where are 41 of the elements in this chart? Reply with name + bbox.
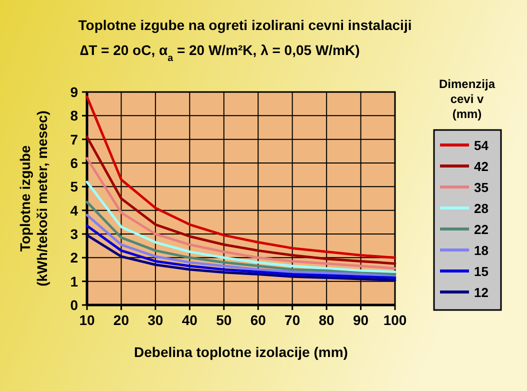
legend-label: 22 [474, 222, 488, 237]
chart-title: Toplotne izgube na ogreti izolirani cevni instalaciji [78, 17, 412, 33]
x-tick-label: 50 [216, 312, 232, 328]
x-tick-label: 100 [383, 312, 407, 328]
legend-label: 12 [474, 285, 488, 300]
x-tick-label: 80 [318, 312, 335, 328]
line-series [86, 95, 396, 259]
legend-label: 15 [474, 264, 488, 279]
y-tick-label: 8 [70, 108, 78, 124]
y-axis-title: Toplotne izgube (kWh/tekoči meter, mesec) [17, 110, 50, 286]
x-axis-title: Debelina toplotne izolacije (mm) [134, 344, 348, 360]
y-tick-label: 5 [70, 178, 78, 195]
x-tick-label: 40 [182, 312, 198, 328]
y-tick-label: 1 [70, 273, 78, 290]
legend-label: 54 [474, 138, 490, 153]
legend-label: 35 [474, 180, 488, 195]
x-tick-label: 60 [250, 312, 266, 328]
x-tick-label: 10 [79, 312, 95, 328]
y-tick-label: 9 [70, 84, 78, 100]
legend-label: 28 [474, 201, 488, 216]
x-tick-label: 30 [148, 312, 164, 328]
legend-label: 18 [474, 243, 488, 258]
y-tick-label: 2 [70, 250, 78, 266]
line-series [86, 136, 396, 265]
legend-label: 42 [474, 159, 488, 174]
y-tick-label: 3 [70, 226, 78, 242]
line-series [86, 180, 396, 274]
y-tick-label: 7 [70, 131, 78, 148]
y-tick-label: 4 [70, 202, 78, 218]
line-series [86, 214, 396, 278]
x-tick-label: 90 [352, 312, 369, 328]
line-series [86, 234, 396, 282]
line-series [86, 157, 396, 270]
legend-title: Dimenzija cevi v (mm) [438, 77, 496, 121]
x-tick-label: 20 [113, 312, 130, 328]
line-series [86, 224, 396, 280]
y-tick-label: 6 [70, 155, 78, 171]
chart-subtitle: ∆T = 20 oC, α$_{a}$ = 20 W/m²K, λ = 0,05 W/mK) [80, 42, 360, 64]
x-tick-label: 70 [284, 312, 300, 328]
line-series [86, 200, 396, 276]
y-tick-label: 0 [70, 297, 78, 313]
